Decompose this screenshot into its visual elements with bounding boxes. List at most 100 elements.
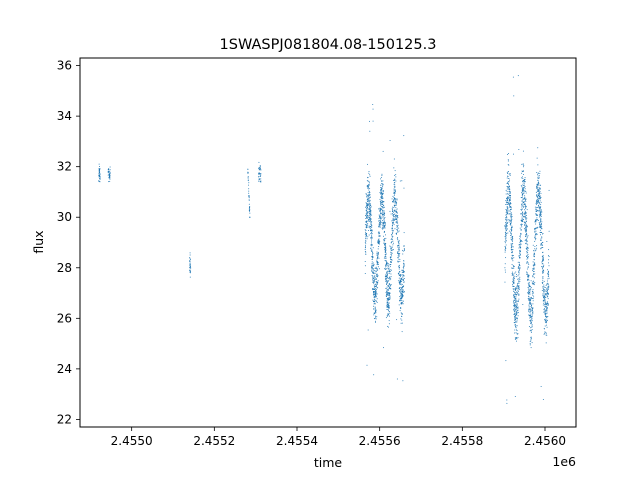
data-point xyxy=(505,239,507,241)
data-point xyxy=(544,305,546,307)
data-point xyxy=(381,218,383,220)
data-point xyxy=(386,281,388,283)
data-point xyxy=(539,229,541,231)
data-point xyxy=(401,299,403,301)
data-point xyxy=(392,229,394,231)
data-point xyxy=(522,185,524,187)
data-point xyxy=(369,205,371,207)
data-point xyxy=(504,242,506,244)
data-point xyxy=(371,223,373,225)
data-point xyxy=(530,287,532,289)
data-point xyxy=(527,286,529,288)
data-point xyxy=(371,214,373,216)
data-point xyxy=(513,310,515,312)
data-point xyxy=(368,170,370,172)
data-point xyxy=(378,243,380,245)
data-point xyxy=(513,308,515,310)
data-point xyxy=(382,211,384,213)
data-point xyxy=(539,200,541,202)
data-point xyxy=(547,289,549,291)
data-point xyxy=(370,228,372,230)
data-point xyxy=(512,288,514,290)
data-point xyxy=(545,316,547,318)
data-point xyxy=(379,221,381,223)
data-point xyxy=(519,240,521,242)
data-point xyxy=(393,199,395,201)
data-point xyxy=(533,282,535,284)
data-point xyxy=(372,258,374,260)
data-point xyxy=(530,296,532,298)
data-point xyxy=(390,239,392,240)
data-point xyxy=(383,210,385,212)
data-point xyxy=(384,234,386,236)
data-point xyxy=(393,214,395,216)
data-point xyxy=(544,303,546,305)
data-point xyxy=(533,253,535,255)
data-point xyxy=(365,232,367,234)
data-point xyxy=(527,253,529,255)
data-point xyxy=(189,263,191,265)
data-point xyxy=(525,205,527,207)
data-point xyxy=(524,240,526,242)
data-point xyxy=(546,308,548,310)
data-point xyxy=(510,203,512,205)
data-point xyxy=(522,194,524,196)
data-point xyxy=(537,173,539,175)
data-point xyxy=(522,218,524,220)
data-point xyxy=(368,172,370,174)
data-point xyxy=(511,251,513,253)
data-point xyxy=(534,273,536,275)
data-point xyxy=(390,284,392,286)
data-point xyxy=(505,227,507,229)
data-point xyxy=(392,195,394,197)
data-point xyxy=(367,226,369,228)
data-point xyxy=(394,178,396,180)
data-point xyxy=(546,241,548,243)
data-point xyxy=(518,286,520,288)
data-point xyxy=(517,315,519,317)
data-point xyxy=(512,301,514,303)
data-point xyxy=(365,251,367,253)
data-point xyxy=(537,174,539,176)
data-point xyxy=(366,220,368,222)
data-point xyxy=(507,160,509,162)
data-point xyxy=(397,222,399,224)
data-point xyxy=(546,296,548,298)
data-point xyxy=(258,161,260,163)
data-point xyxy=(385,274,387,276)
data-point xyxy=(367,198,369,200)
data-point xyxy=(391,241,393,243)
data-point xyxy=(529,293,531,295)
data-point xyxy=(544,302,546,304)
data-point xyxy=(531,311,533,313)
data-point xyxy=(508,177,510,179)
data-point xyxy=(380,176,382,178)
data-point xyxy=(399,290,401,292)
data-point xyxy=(530,321,532,323)
data-point xyxy=(376,258,378,260)
y-tick-label: 34 xyxy=(57,109,72,123)
x-tick-label: 2.4552 xyxy=(193,434,235,448)
data-point xyxy=(531,308,533,310)
data-point xyxy=(510,243,512,245)
data-point xyxy=(372,276,374,278)
data-point xyxy=(385,317,387,319)
data-point xyxy=(383,215,385,217)
data-point xyxy=(531,316,533,318)
data-point xyxy=(382,216,384,218)
data-point xyxy=(519,278,521,280)
data-point xyxy=(528,307,530,309)
data-point xyxy=(536,185,538,187)
data-point xyxy=(385,250,387,252)
data-point xyxy=(380,217,382,219)
data-point xyxy=(513,276,515,278)
data-point xyxy=(543,289,545,291)
data-point xyxy=(392,217,394,219)
data-point xyxy=(522,201,524,203)
data-point xyxy=(258,175,260,177)
data-point xyxy=(505,214,507,216)
data-point xyxy=(369,187,371,189)
data-point xyxy=(542,272,544,274)
data-point xyxy=(389,298,391,300)
data-point xyxy=(542,247,544,249)
